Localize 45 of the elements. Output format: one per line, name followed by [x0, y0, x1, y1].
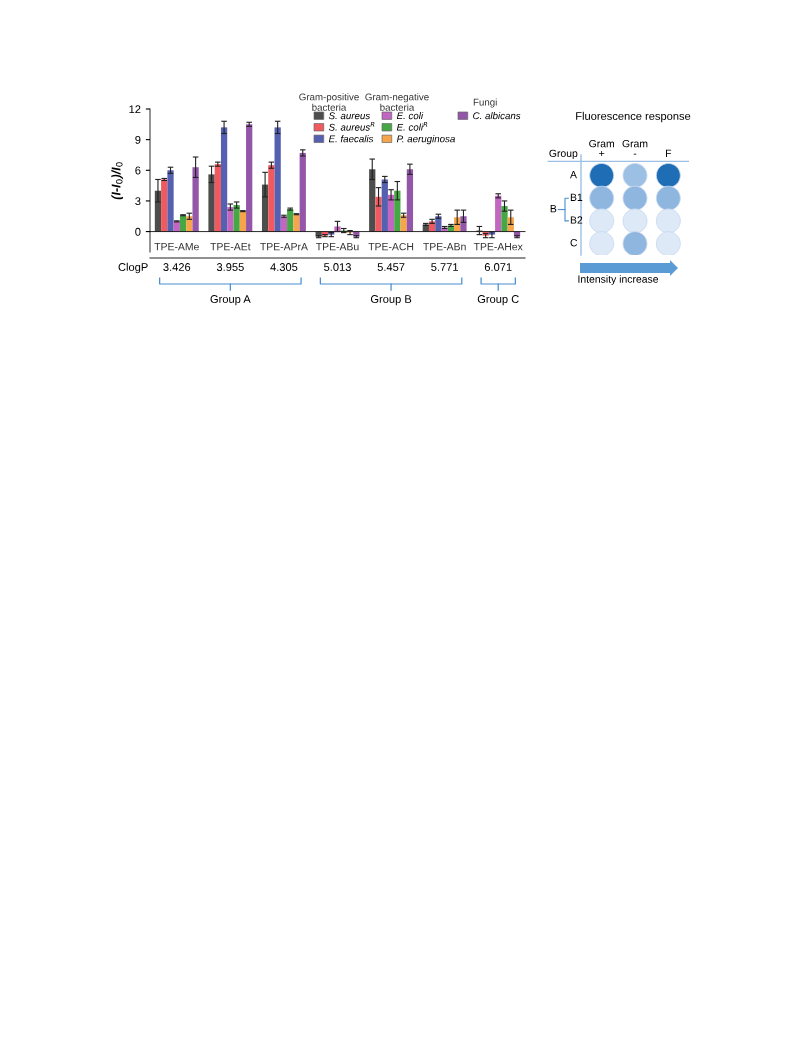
text: 5.771 [431, 263, 458, 271]
category-label: Gram - [622, 139, 648, 155]
color-bar-title: Intensity increase [578, 275, 659, 285]
category-label: B2 [570, 216, 583, 224]
text: Fungi [473, 98, 497, 108]
text: B [550, 205, 557, 213]
y-tick-label: 0 [135, 227, 141, 236]
legend-label: E. faecalis [328, 135, 374, 143]
annotation: Gram-positive bacteria [299, 93, 359, 111]
text: Group C [477, 295, 519, 306]
category-label: C [570, 239, 578, 247]
legend-label: C. albicans [473, 112, 521, 120]
text: 5.457 [377, 263, 405, 271]
y-tick-label: 9 [135, 135, 141, 144]
text: Group A [210, 295, 251, 306]
legend-label: E. coli [396, 112, 424, 120]
text: 6.071 [484, 263, 512, 271]
legend-label: P. aeruginosa [396, 135, 455, 145]
text: 4.305 [270, 263, 298, 271]
category-label: B1 [570, 193, 583, 201]
x-tick-label: TPE-ABu [316, 243, 359, 251]
category-label: Gram + [589, 139, 614, 157]
text: Fluorescence response [576, 111, 691, 123]
category-label: A [570, 170, 577, 179]
text: Group B [370, 295, 412, 306]
y-axis-title: (I-I$_{0}$)/I$_{0}$ [111, 162, 123, 200]
text: 5.013 [324, 263, 351, 271]
legend-label: S. aureus [328, 112, 370, 120]
y-tick-label: 3 [135, 197, 141, 206]
x-tick-label: TPE-AEt [210, 243, 251, 251]
y-tick-label: 6 [135, 166, 141, 175]
x-tick-label: TPE-ACH [368, 242, 414, 251]
x-tick-label: TPE-AMe [154, 243, 199, 251]
annotation: Gram-negative bacteria [365, 93, 429, 111]
text: 3.955 [216, 263, 244, 271]
legend-label: S. aureus$^{R}$ [328, 121, 375, 131]
y-tick-label: 12 [129, 105, 141, 114]
x-tick-label: TPE-APrA [260, 243, 308, 251]
text: Group [549, 149, 578, 160]
x-tick-label: TPE-ABn [423, 243, 466, 251]
text: ClogP [118, 262, 148, 274]
x-tick-label: TPE-AHex [473, 243, 523, 251]
category-label: F [666, 149, 672, 157]
text: 3.426 [163, 263, 191, 271]
legend-label: E. coli$^{R}$ [396, 121, 428, 131]
